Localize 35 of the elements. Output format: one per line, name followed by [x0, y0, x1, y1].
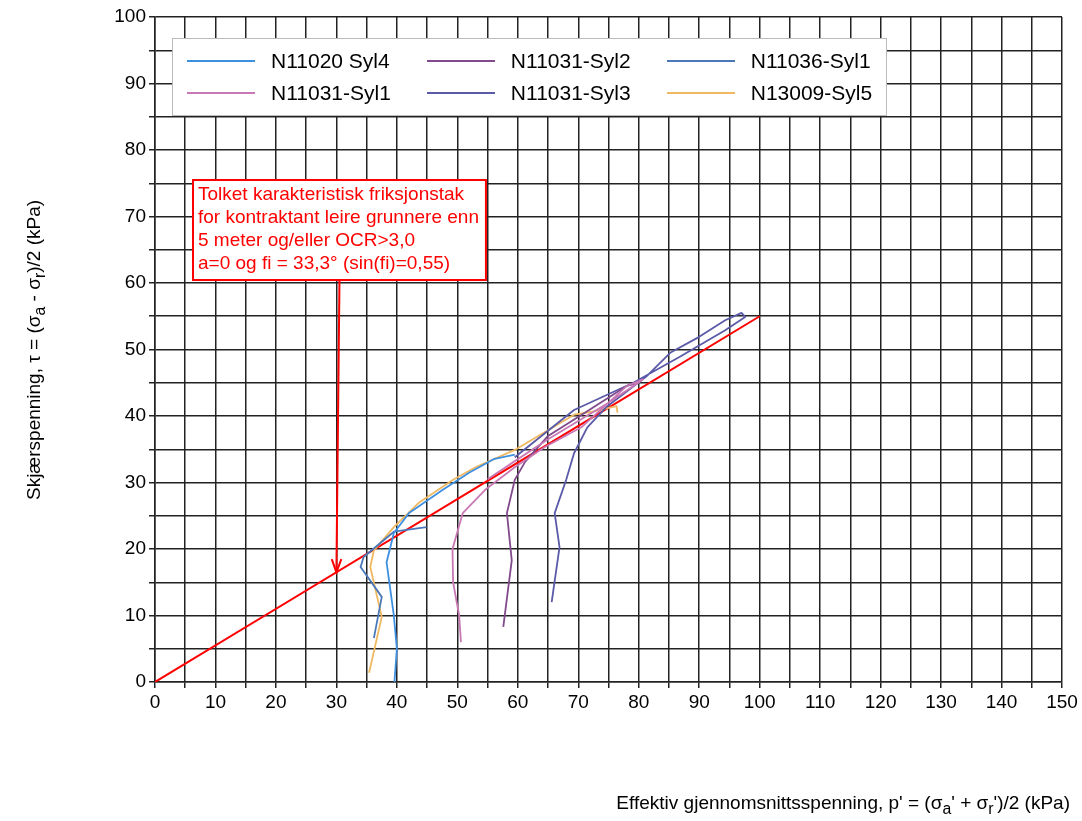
legend-label: N11031-Syl1 — [271, 81, 391, 105]
y-tick-label: 0 — [135, 670, 146, 692]
y-tick-label: 20 — [124, 537, 146, 559]
annotation: Tolket karakteristisk friksjonstak for kontraktant leire grunnere enn 5 meter og/eller OCR>3,0 a=0 og fi = 33,3° (sin(fi)=0,55) — [198, 182, 479, 273]
y-tick-label: 40 — [124, 404, 146, 426]
x-tick-label: 100 — [743, 690, 776, 712]
x-tick-label: 150 — [1046, 690, 1078, 712]
x-tick-label: 40 — [386, 690, 408, 712]
x-tick-label: 70 — [567, 690, 589, 712]
x-tick-label: 30 — [325, 690, 347, 712]
x-tick-label: 20 — [265, 690, 287, 712]
x-tick-label: 120 — [864, 690, 897, 712]
y-tick-label: 60 — [124, 271, 146, 293]
y-tick-label: 10 — [124, 603, 146, 625]
x-tick-label: 140 — [985, 690, 1018, 712]
y-tick-label: 100 — [114, 5, 146, 27]
legend-label: N11031-Syl3 — [510, 81, 631, 105]
y-tick-label: 90 — [124, 71, 146, 93]
x-tick-label: 50 — [446, 690, 468, 712]
y-tick-label: 30 — [124, 470, 146, 492]
legend-label: N11020 Syl4 — [271, 49, 390, 73]
x-tick-label: 110 — [804, 690, 836, 712]
legend-label: N11036-Syl1 — [750, 49, 871, 73]
x-tick-label: 60 — [507, 690, 529, 712]
x-axis-title: Effektiv gjennomsnittsspenning, p' = (σ$_{a}$' + σ$_{r}$')/2 (kPa) — [615, 792, 1070, 818]
y-tick-label: 50 — [124, 337, 146, 359]
legend-label: N11031-Syl2 — [510, 49, 631, 73]
x-tick-label: 130 — [925, 690, 957, 712]
x-tick-label: 10 — [204, 690, 227, 712]
x-tick-label: 80 — [628, 690, 650, 712]
legend-label: N13009-Syl5 — [750, 81, 873, 105]
y-tick-label: 80 — [124, 138, 146, 160]
x-tick-label: 0 — [149, 690, 161, 712]
y-tick-label: 70 — [124, 204, 146, 226]
x-tick-label: 90 — [688, 690, 710, 712]
